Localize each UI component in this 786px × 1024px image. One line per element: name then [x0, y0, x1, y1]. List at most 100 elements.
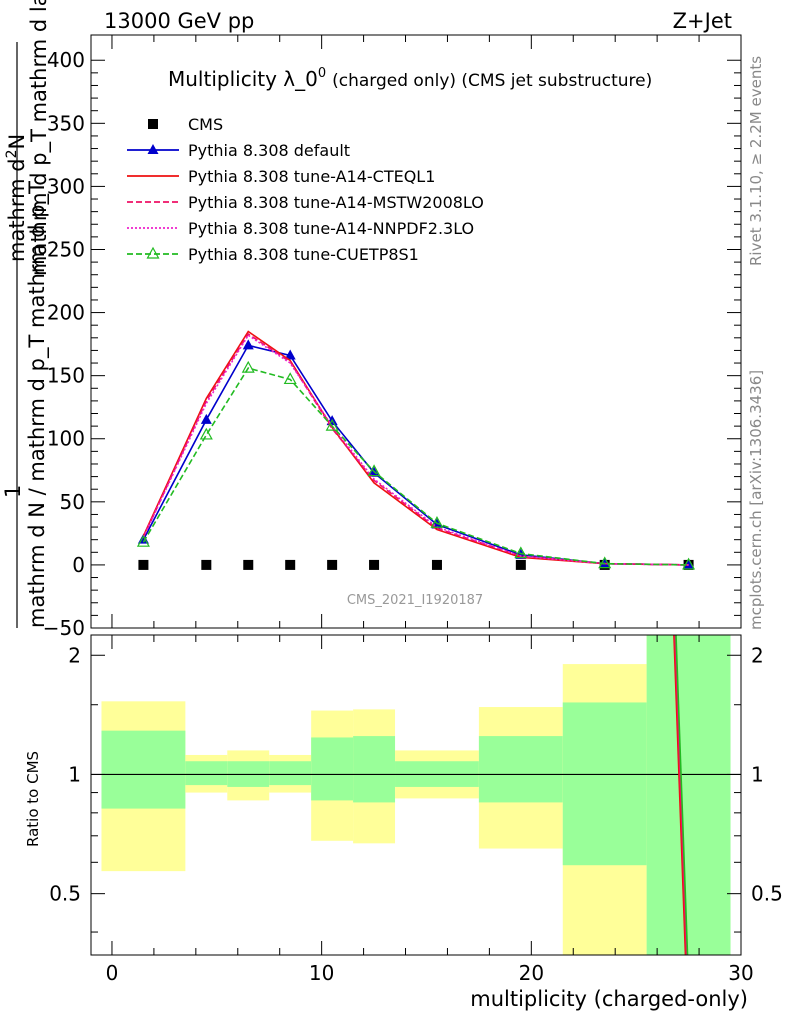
chart-title: Multiplicity λ_00 (charged only) (CMS jet… — [168, 66, 652, 91]
y-tick-label: 300 — [47, 174, 85, 198]
uncertainty-band-inner — [562, 702, 647, 866]
y-tick-label: 50 — [60, 490, 85, 514]
legend-entry: Pythia 8.308 tune-A14-CTEQL1 — [127, 167, 435, 186]
series-line — [142, 344, 689, 566]
series-line — [142, 330, 689, 566]
uncertainty-band-inner — [353, 736, 396, 803]
main-y-label: mathrm d2N mathrm d p_T mathrm d lambda … — [1, 0, 52, 628]
data-point — [430, 516, 444, 528]
legend-label: CMS — [188, 115, 223, 134]
uncertainty-band-inner — [311, 737, 354, 801]
legend-entry: Pythia 8.308 tune-CUETP8S1 — [127, 245, 419, 264]
ratio-line — [675, 634, 689, 956]
legend-entry: Pythia 8.308 tune-A14-NNPDF2.3LO — [127, 219, 474, 238]
series-pythia-8-308-tune-a14-cteql1 — [142, 330, 689, 566]
legend: CMS Pythia 8.308 default Pythia 8.308 tune… — [127, 115, 484, 264]
data-point — [514, 546, 528, 559]
ratio-plot-area — [91, 634, 741, 956]
data-point — [325, 418, 339, 431]
rivet-label: Rivet 3.1.10, ≥ 2.2M events — [747, 56, 765, 266]
data-point — [598, 556, 612, 569]
data-point — [199, 427, 213, 440]
uncertainty-band-inner — [185, 761, 228, 786]
legend-entry: Pythia 8.308 default — [127, 141, 350, 160]
ratio-y-axis: 0.5 0.5 1 1 2 2 — [49, 643, 783, 933]
x-tick-label: 0 — [106, 961, 119, 985]
ratio-y-tick-label: 0.5 — [49, 882, 81, 906]
ratio-y-tick-label-right: 0.5 — [751, 882, 783, 906]
ratio-line — [674, 634, 688, 956]
ratio-y-tick-label: 2 — [68, 643, 81, 667]
y-tick-label: 100 — [47, 427, 85, 451]
series-line — [142, 367, 689, 566]
uncertainty-band-inner — [101, 730, 186, 809]
data-point — [241, 360, 255, 373]
data-point — [369, 559, 380, 570]
main-panel: CMS_2021_I1920187 −50 0 50 100 150 200 250 300 3… — [1, 0, 742, 640]
ratio-y-tick-label: 1 — [68, 762, 81, 786]
data-point — [683, 558, 695, 569]
data-point — [285, 559, 296, 570]
data-point — [138, 559, 149, 570]
mcplots-label: mcplots.cern.ch [arXiv:1306.3436] — [747, 370, 765, 630]
x-tick-label: 10 — [309, 961, 334, 985]
watermark: CMS_2021_I1920187 — [347, 593, 483, 608]
y-label-denominator-lead: 1 — [1, 485, 25, 498]
y-label-denominator: mathrm d N / mathrm d p_T mathrm d p_T — [25, 181, 50, 628]
y-tick-label: 400 — [47, 48, 85, 72]
data-point — [682, 557, 696, 570]
chart-title-sup: 0 — [318, 66, 326, 81]
data-point — [284, 349, 296, 360]
y-label-num-sup: 2 — [4, 149, 20, 158]
uncertainty-band-inner — [478, 736, 563, 803]
main-frame — [90, 34, 742, 629]
series-pythia-8-308-tune-a14-mstw2008lo — [142, 332, 689, 566]
data-point — [283, 372, 297, 385]
uncertainty-band-inner — [646, 635, 731, 955]
legend-marker — [146, 246, 160, 259]
energy-label: 13000 GeV pp — [104, 9, 254, 33]
data-point — [431, 559, 442, 570]
data-point — [599, 557, 611, 568]
series-cms — [138, 559, 694, 570]
x-axis: 0 10 20 30 — [106, 635, 754, 985]
legend-marker — [148, 119, 158, 129]
data-point — [136, 534, 150, 547]
legend-marker — [147, 144, 159, 154]
legend-label: Pythia 8.308 tune-A14-CTEQL1 — [188, 167, 435, 186]
ratio-y-label: Ratio to CMS — [24, 751, 42, 847]
process-label: Z+Jet — [673, 9, 732, 33]
ratio-frame — [90, 634, 742, 956]
series-line — [142, 332, 689, 566]
data-point — [243, 559, 254, 570]
legend-entry: Pythia 8.308 tune-A14-MSTW2008LO — [127, 193, 484, 212]
y-tick-label: −50 — [43, 616, 85, 640]
chart-title-main: Multiplicity λ_0 — [168, 67, 318, 91]
y-tick-label: 0 — [72, 553, 85, 577]
data-point — [515, 559, 526, 570]
chart-title-suffix: (charged only) (CMS jet substructure) — [332, 71, 652, 91]
x-tick-label: 30 — [728, 961, 753, 985]
legend-entry: CMS — [148, 115, 223, 134]
y-label-numerator-rest: mathrm d p_T mathrm d lambda — [27, 0, 52, 276]
data-point — [200, 413, 212, 424]
data-point — [367, 464, 381, 477]
uncertainty-band-inner — [269, 761, 312, 786]
y-tick-label: 350 — [47, 111, 85, 135]
y-tick-label: 250 — [47, 237, 85, 261]
legend-label: Pythia 8.308 tune-A14-NNPDF2.3LO — [188, 219, 474, 238]
series-pythia-8-308-tune-cuetp8s1 — [136, 360, 696, 570]
ratio-y-tick-label-right: 1 — [751, 762, 764, 786]
x-axis-label: multiplicity (charged-only) — [470, 987, 748, 1011]
x-tick-label: 20 — [519, 961, 544, 985]
y-tick-label: 200 — [47, 301, 85, 325]
data-point — [327, 559, 338, 570]
legend-label: Pythia 8.308 tune-A14-MSTW2008LO — [188, 193, 484, 212]
y-tick-label: 150 — [47, 364, 85, 388]
main-plot-area — [136, 330, 696, 570]
main-y-axis: −50 0 50 100 150 200 250 300 350 400 — [43, 35, 742, 640]
legend-label: Pythia 8.308 tune-CUETP8S1 — [188, 245, 419, 264]
legend-label: Pythia 8.308 default — [188, 141, 350, 160]
data-point — [201, 559, 212, 570]
